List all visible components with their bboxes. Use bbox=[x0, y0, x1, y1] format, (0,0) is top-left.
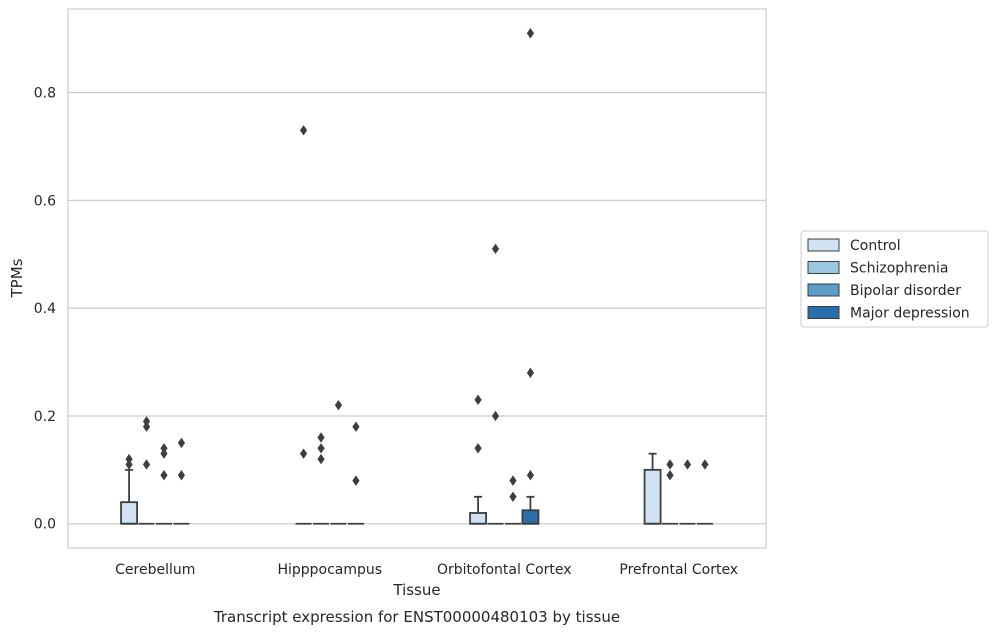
box bbox=[643, 468, 662, 525]
x-axis-label: Tissue bbox=[392, 581, 440, 599]
plot-area: 0.0 0.2 0.4 0.6 0.8 Cerebellum Hipppocampus Or… bbox=[34, 8, 767, 578]
outlier-point bbox=[142, 459, 151, 470]
outlier-point bbox=[125, 459, 133, 470]
outlier-point bbox=[701, 459, 709, 470]
x-tick-label: Orbitofontal Cortex bbox=[437, 562, 572, 578]
box-group bbox=[487, 243, 504, 525]
outlier-point bbox=[474, 443, 482, 454]
outlier-point bbox=[142, 421, 151, 432]
figure-caption: Transcript expression for ENST0000048010… bbox=[213, 608, 620, 626]
outlier-point bbox=[491, 243, 500, 255]
x-tick-label: Cerebellum bbox=[115, 562, 195, 578]
plot-frame bbox=[67, 8, 767, 549]
outlier-point bbox=[160, 443, 168, 454]
outlier-point bbox=[334, 399, 343, 411]
box-group bbox=[330, 399, 347, 525]
box-group bbox=[347, 421, 364, 525]
box bbox=[120, 501, 139, 525]
box-group bbox=[138, 416, 155, 525]
outlier-point bbox=[666, 459, 674, 470]
outlier-point bbox=[526, 367, 535, 379]
outlier-point bbox=[491, 410, 500, 422]
legend-swatch bbox=[807, 283, 840, 297]
legend-label: Major depression bbox=[850, 306, 970, 322]
box-marks bbox=[120, 28, 713, 525]
outlier-point bbox=[317, 443, 325, 454]
box bbox=[521, 509, 540, 525]
outlier-point bbox=[299, 448, 308, 459]
legend-swatch bbox=[807, 261, 840, 274]
box-group bbox=[643, 452, 662, 525]
box-group bbox=[661, 459, 679, 525]
legend: Control Schizophrenia Bipolar disorder Majo… bbox=[800, 230, 989, 328]
outlier-point bbox=[177, 437, 186, 449]
outlier-point bbox=[299, 125, 308, 136]
outlier-point bbox=[666, 470, 674, 481]
legend-label: Control bbox=[850, 238, 901, 254]
y-axis-label: TPMs bbox=[8, 258, 26, 298]
legend-label: Schizophrenia bbox=[850, 261, 948, 277]
box-group bbox=[312, 432, 330, 525]
box-group bbox=[521, 28, 540, 525]
y-tick-label: 0.2 bbox=[34, 409, 56, 425]
box-group bbox=[120, 453, 139, 525]
outlier-point bbox=[526, 28, 535, 39]
box-group bbox=[173, 437, 190, 525]
outlier-point bbox=[526, 470, 535, 481]
box-group bbox=[504, 475, 522, 525]
outlier-point bbox=[142, 416, 151, 427]
box-group bbox=[295, 125, 312, 525]
outlier-point bbox=[509, 491, 517, 502]
box-group bbox=[696, 459, 713, 525]
y-tick-label: 0.0 bbox=[34, 517, 56, 533]
y-tick-label: 0.4 bbox=[34, 301, 56, 317]
outlier-point bbox=[474, 394, 482, 405]
y-tick-label: 0.8 bbox=[34, 86, 56, 102]
outlier-point bbox=[317, 432, 325, 443]
legend-frame bbox=[800, 230, 989, 328]
x-tick-label: Hipppocampus bbox=[277, 562, 382, 578]
box-group bbox=[155, 443, 173, 525]
y-tick-label: 0.6 bbox=[34, 193, 56, 209]
y-tick-labels: 0.0 0.2 0.4 0.6 0.8 bbox=[34, 86, 56, 533]
outlier-point bbox=[177, 470, 186, 481]
outlier-point bbox=[160, 470, 168, 481]
legend-swatch bbox=[807, 238, 840, 252]
outlier-point bbox=[509, 475, 517, 486]
box-group bbox=[469, 394, 488, 525]
outlier-point bbox=[352, 421, 360, 432]
box bbox=[469, 512, 488, 525]
outlier-point bbox=[160, 448, 168, 459]
outlier-point bbox=[125, 453, 133, 465]
x-tick-labels: Cerebellum Hipppocampus Orbitofontal Corte… bbox=[115, 562, 738, 578]
outlier-point bbox=[317, 453, 325, 465]
box-group bbox=[679, 459, 696, 525]
x-tick-label: Prefrontal Cortex bbox=[619, 562, 738, 578]
legend-swatch bbox=[807, 306, 840, 319]
outlier-point bbox=[352, 475, 360, 486]
outlier-point bbox=[683, 459, 692, 470]
legend-label: Bipolar disorder bbox=[850, 283, 961, 299]
